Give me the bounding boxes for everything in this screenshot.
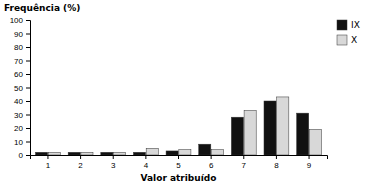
legend-item: X	[337, 35, 357, 45]
legend-swatch	[337, 35, 347, 45]
y-tick: 10	[14, 138, 30, 147]
x-tick: 9	[307, 155, 312, 170]
y-tick-label: 100	[10, 16, 24, 25]
x-tick-label: 5	[176, 161, 181, 170]
x-tick: 6	[209, 155, 214, 170]
bar	[277, 97, 289, 155]
y-tick: 20	[14, 124, 30, 133]
y-tick: 90	[14, 30, 30, 39]
x-tick-label: 7	[242, 161, 247, 170]
x-tick-label: 6	[209, 161, 214, 170]
x-axis: 1 2 3 4 5 6 7 8 9	[31, 155, 328, 170]
y-tick: 80	[14, 43, 30, 52]
y-tick-mark	[26, 128, 30, 129]
y-tick-label: 20	[14, 124, 23, 133]
x-tick-label: 1	[46, 161, 51, 170]
bar	[133, 152, 145, 155]
bar	[48, 152, 60, 155]
y-axis: 0 10 20 30 40 50 60 70 80 90 100	[10, 16, 31, 160]
x-tick: 8	[274, 155, 279, 170]
bar	[244, 110, 256, 155]
x-axis-line	[31, 156, 328, 160]
y-tick-mark	[26, 47, 30, 48]
x-tick: 3	[111, 155, 116, 170]
bar	[231, 117, 243, 155]
y-tick: 60	[14, 70, 30, 79]
y-tick-mark	[26, 155, 30, 156]
bar	[101, 152, 113, 155]
y-tick-mark	[26, 34, 30, 35]
y-tick-label: 0	[19, 151, 24, 160]
bar	[179, 150, 191, 155]
y-tick-label: 90	[14, 30, 23, 39]
x-tick-mark	[309, 155, 310, 159]
y-tick-label: 10	[14, 138, 23, 147]
x-tick-label: 8	[274, 161, 279, 170]
y-tick-mark	[26, 74, 30, 75]
plot-area: 0 10 20 30 40 50 60 70 80 90 100 1 2 3 4 5 6 7 8 9	[10, 16, 328, 170]
x-tick-mark	[47, 155, 48, 159]
x-tick: 4	[144, 155, 149, 170]
x-tick-mark	[113, 155, 114, 159]
x-tick: 2	[78, 155, 83, 170]
chart-svg: 0 10 20 30 40 50 60 70 80 90 100 1 2 3 4 5 6 7 8 9 Valor atr…	[0, 0, 377, 185]
y-tick: 70	[14, 57, 30, 66]
y-tick: 0	[19, 151, 30, 160]
bars	[36, 97, 322, 155]
y-tick-label: 70	[14, 57, 23, 66]
y-tick-label: 50	[14, 84, 23, 93]
legend-label: X	[351, 35, 357, 45]
y-tick-label: 30	[14, 111, 23, 120]
x-tick-label: 4	[144, 161, 149, 170]
y-tick-mark	[26, 61, 30, 62]
y-tick: 30	[14, 111, 30, 120]
bar	[146, 148, 158, 155]
bar	[68, 152, 80, 155]
y-tick-label: 60	[14, 70, 23, 79]
chart-container: 0 10 20 30 40 50 60 70 80 90 100 1 2 3 4 5 6 7 8 9 Valor atr…	[0, 0, 377, 185]
y-tick-mark	[26, 142, 30, 143]
bar-series	[36, 101, 309, 155]
x-tick-label: 9	[307, 161, 312, 170]
x-tick: 7	[242, 155, 247, 170]
bar	[81, 152, 93, 155]
legend-label: IX	[351, 20, 360, 30]
bar	[36, 152, 48, 155]
legend: IX X	[337, 20, 360, 45]
bar	[211, 150, 223, 155]
y-tick: 50	[14, 84, 30, 93]
legend-item: IX	[337, 20, 360, 30]
x-tick: 5	[176, 155, 181, 170]
legend-swatch	[337, 20, 347, 30]
y-axis-line	[26, 21, 31, 156]
y-tick-mark	[26, 88, 30, 89]
y-axis-label: Frequência (%)	[4, 3, 80, 13]
y-tick-mark	[26, 115, 30, 116]
y-tick-label: 40	[14, 97, 23, 106]
bar	[114, 152, 126, 155]
x-tick-mark	[276, 155, 277, 159]
x-tick-mark	[178, 155, 179, 159]
y-tick-label: 80	[14, 43, 23, 52]
bar	[199, 144, 211, 155]
x-tick-mark	[211, 155, 212, 159]
bar	[264, 101, 276, 155]
x-tick-mark	[80, 155, 81, 159]
x-axis-label: Valor atribuído	[141, 173, 217, 183]
y-tick: 100	[10, 16, 30, 25]
x-tick-mark	[243, 155, 244, 159]
x-tick-label: 3	[111, 161, 116, 170]
bar-series	[48, 97, 321, 155]
y-tick-mark	[26, 101, 30, 102]
bar	[166, 151, 178, 155]
x-tick-label: 2	[78, 161, 83, 170]
x-tick: 1	[46, 155, 51, 170]
y-tick: 40	[14, 97, 30, 106]
bar	[297, 113, 309, 155]
x-tick-mark	[145, 155, 146, 159]
bar	[309, 129, 321, 155]
y-tick-mark	[26, 20, 30, 21]
